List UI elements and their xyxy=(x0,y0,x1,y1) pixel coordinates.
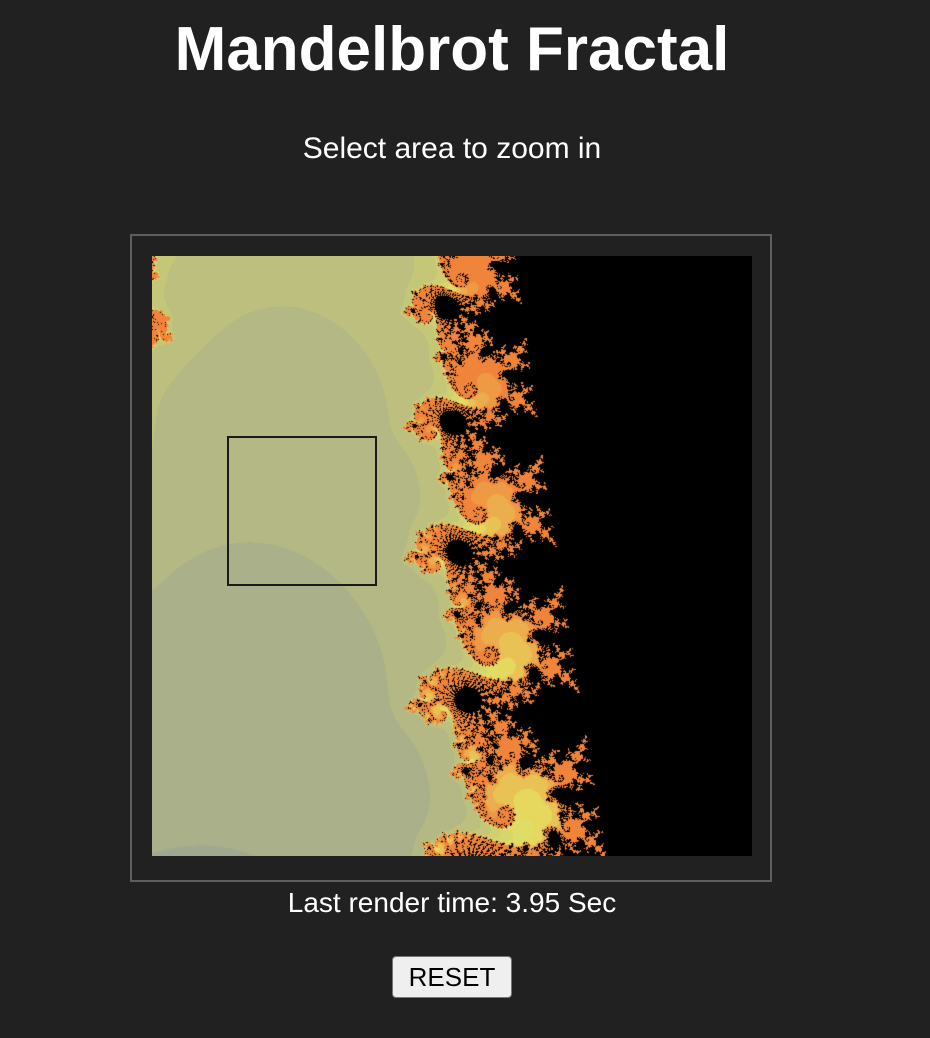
reset-button[interactable]: RESET xyxy=(392,956,512,998)
render-time: Last render time: 3.95 Sec xyxy=(0,885,904,921)
fractal-canvas[interactable] xyxy=(152,256,752,856)
page-title: Mandelbrot Fractal xyxy=(174,15,730,84)
render-time-label: Last render time: xyxy=(287,887,498,918)
fractal-canvas-area[interactable] xyxy=(152,256,752,856)
render-time-value: 3.95 xyxy=(505,887,561,918)
zoom-instruction: Select area to zoom in xyxy=(302,132,602,165)
render-time-unit: Sec xyxy=(567,887,617,918)
